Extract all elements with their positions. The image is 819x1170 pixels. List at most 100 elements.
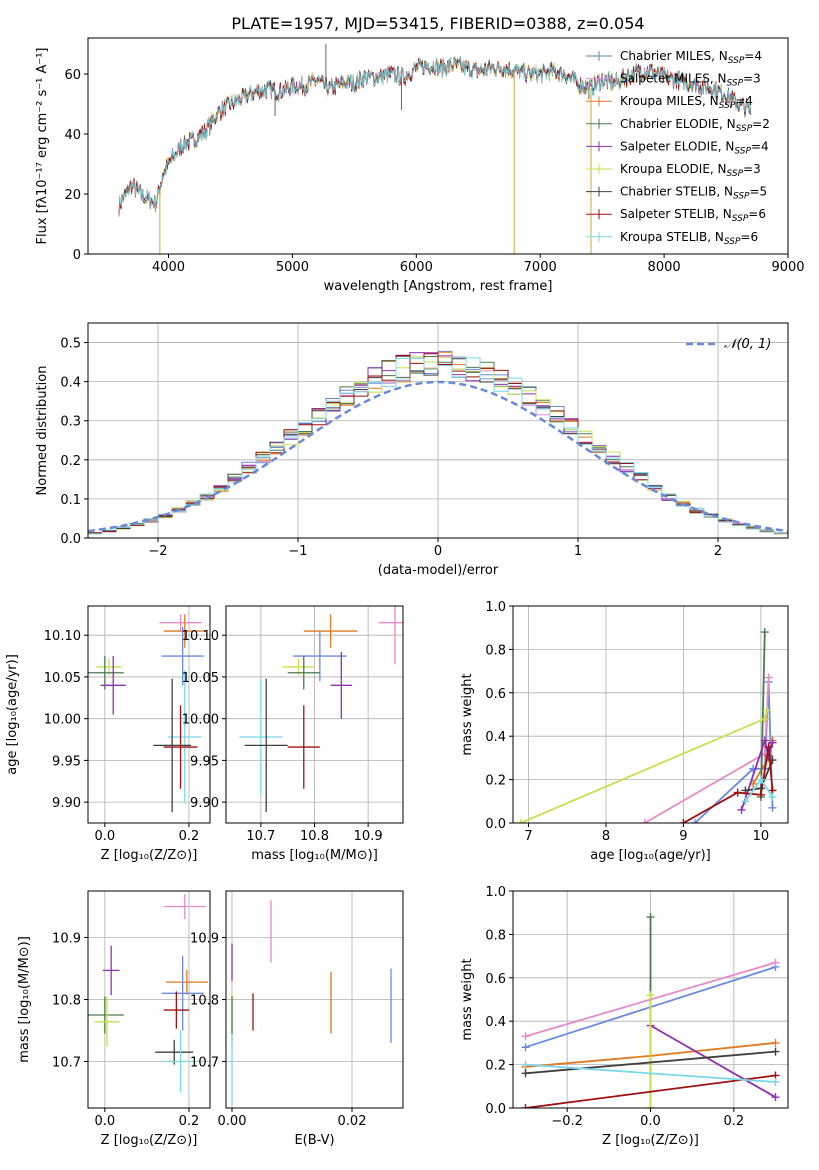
x-tick-label: 0	[434, 544, 442, 559]
legend-label: Chabrier ELODIE, NSSP=2	[620, 117, 770, 134]
y-tick-label: 10.9	[190, 932, 219, 947]
weight-series-marker	[756, 790, 765, 799]
legend-label: Salpeter STELIB, NSSP=6	[620, 207, 766, 224]
legend-label: 𝒩(0, 1)	[724, 337, 771, 352]
x-tick-label: −2	[148, 544, 167, 559]
weight-series-marker	[760, 714, 769, 723]
x-axis-label: age [log₁₀(age/yr)]	[590, 848, 711, 863]
x-tick-label: 0.02	[338, 1114, 367, 1129]
x-tick-label: 8000	[648, 260, 681, 275]
plot-area	[88, 894, 208, 1093]
x-tick-label: −0.2	[551, 1114, 583, 1129]
chart-weight-vs-z: −0.2 0.0 0.2 0.0 0.2 0.4 0.6 0.8 1.0 Z [log₁₀(Z/Z…	[460, 885, 789, 1148]
x-tick-label: 0.00	[218, 1114, 247, 1129]
x-axis-label: Z [log₁₀(Z/Z⊙)]	[101, 848, 198, 863]
histogram-series	[88, 357, 788, 536]
weight-series-marker	[646, 991, 655, 1000]
x-tick-label: 0.0	[94, 829, 115, 844]
y-tick-label: 0.0	[485, 817, 506, 832]
x-tick-label: 0.2	[723, 1114, 744, 1129]
chart-spectrum: 4000 5000 6000 7000 8000 9000 0 20 40 60 wavelengt…	[35, 14, 805, 294]
weight-series-marker	[737, 805, 746, 814]
y-tick-label: 0.0	[60, 532, 81, 547]
chart-weight-vs-age: 7 8 9 10 0.0 0.2 0.4 0.6 0.8 1.0 age [log₁₀(age/yr…	[460, 600, 789, 863]
chart-age-vs-mass: 10.7 10.8 10.9 9.90 9.95 10.00 10.05 10.10 mass …	[182, 605, 404, 863]
weight-series-line	[525, 1074, 776, 1108]
y-tick-label: 10.9	[52, 932, 81, 947]
y-tick-label: 9.90	[52, 796, 81, 811]
legend-label: Chabrier MILES, NSSP=4	[620, 49, 762, 66]
x-tick-label: 10.8	[300, 829, 329, 844]
axes-frame	[87, 37, 789, 255]
chart-residuals: −2 −1 0 1 2 0.0 0.1 0.2 0.3 0.4 0.5 (data-model)/er…	[35, 322, 789, 578]
weight-series-marker	[763, 706, 772, 715]
y-tick-label: 10.10	[182, 629, 219, 644]
weight-series-marker	[771, 1038, 780, 1047]
plot-area	[88, 350, 788, 537]
normal-curve	[88, 380, 788, 533]
y-tick-label: 0.5	[60, 337, 81, 352]
y-tick-label: 0.1	[60, 493, 81, 508]
chart-title: PLATE=1957, MJD=53415, FIBERID=0388, z=0…	[231, 14, 644, 33]
y-axis-label: mass weight	[460, 958, 475, 1040]
weight-series-line	[520, 709, 768, 823]
x-axis-label: (data-model)/error	[378, 563, 499, 578]
y-tick-label: 0.8	[485, 643, 506, 658]
x-axis-label: Z [log₁₀(Z/Z⊙)]	[602, 1133, 699, 1148]
weight-series-marker	[764, 743, 773, 752]
plot-area	[516, 628, 777, 823]
weight-series-marker	[679, 819, 688, 823]
weight-series-marker	[764, 673, 773, 682]
weight-series-line	[650, 1024, 776, 1098]
y-tick-label: 20	[64, 188, 81, 203]
y-tick-label: 9.95	[190, 754, 219, 769]
weight-series-marker	[521, 1060, 530, 1069]
weight-series-marker	[521, 1069, 530, 1078]
x-tick-label: 1	[574, 544, 582, 559]
axes-frame	[87, 322, 789, 539]
axes-frame	[512, 890, 789, 1109]
weight-series-marker	[760, 628, 769, 637]
x-tick-label: 0.0	[94, 1114, 115, 1129]
y-axis-label: age [log₁₀(age/yr)]	[5, 654, 20, 775]
x-tick-label: 0.2	[179, 1114, 200, 1129]
weight-series-line	[644, 677, 770, 823]
x-tick-label: −1	[288, 544, 307, 559]
y-tick-label: 0.6	[485, 972, 506, 987]
y-tick-label: 10.10	[44, 629, 81, 644]
x-tick-label: 0.0	[640, 1114, 661, 1129]
axes-frame	[87, 605, 211, 824]
weight-series-marker	[760, 736, 769, 745]
y-tick-label: 0.2	[485, 774, 506, 789]
x-tick-label: 7000	[524, 260, 557, 275]
y-tick-label: 0.2	[60, 454, 81, 469]
y-tick-label: 10.00	[44, 713, 81, 728]
x-tick-label: 6000	[400, 260, 433, 275]
y-axis-label: Flux [fλ10⁻¹⁷ erg cm⁻² s⁻¹ A⁻¹]	[35, 48, 50, 245]
chart-age-vs-z: 0.0 0.2 9.90 9.95 10.00 10.05 10.10 Z [log₁₀(Z/…	[5, 605, 211, 863]
y-tick-label: 1.0	[485, 600, 506, 615]
x-tick-label: 0.2	[179, 829, 200, 844]
y-tick-label: 0.8	[485, 928, 506, 943]
axes-frame	[512, 605, 789, 824]
x-tick-label: 8	[602, 829, 610, 844]
legend-label: Kroupa STELIB, NSSP=6	[620, 230, 758, 247]
weight-series-line	[740, 737, 774, 811]
x-tick-label: 5000	[276, 260, 309, 275]
x-tick-label: 10	[753, 829, 770, 844]
x-tick-label: 4000	[152, 260, 185, 275]
y-tick-label: 1.0	[485, 885, 506, 900]
y-tick-label: 10.8	[190, 994, 219, 1009]
y-tick-label: 10.8	[52, 994, 81, 1009]
y-axis-label: mass weight	[460, 673, 475, 755]
y-tick-label: 0.4	[485, 1015, 506, 1030]
weight-series-marker	[756, 775, 765, 784]
weight-series-marker	[771, 1093, 780, 1102]
x-tick-label: 9	[679, 829, 687, 844]
x-tick-label: 9000	[771, 260, 804, 275]
weight-series-line	[760, 631, 766, 798]
y-tick-label: 60	[64, 68, 81, 83]
y-tick-label: 10.05	[44, 671, 81, 686]
y-tick-label: 0.4	[485, 730, 506, 745]
